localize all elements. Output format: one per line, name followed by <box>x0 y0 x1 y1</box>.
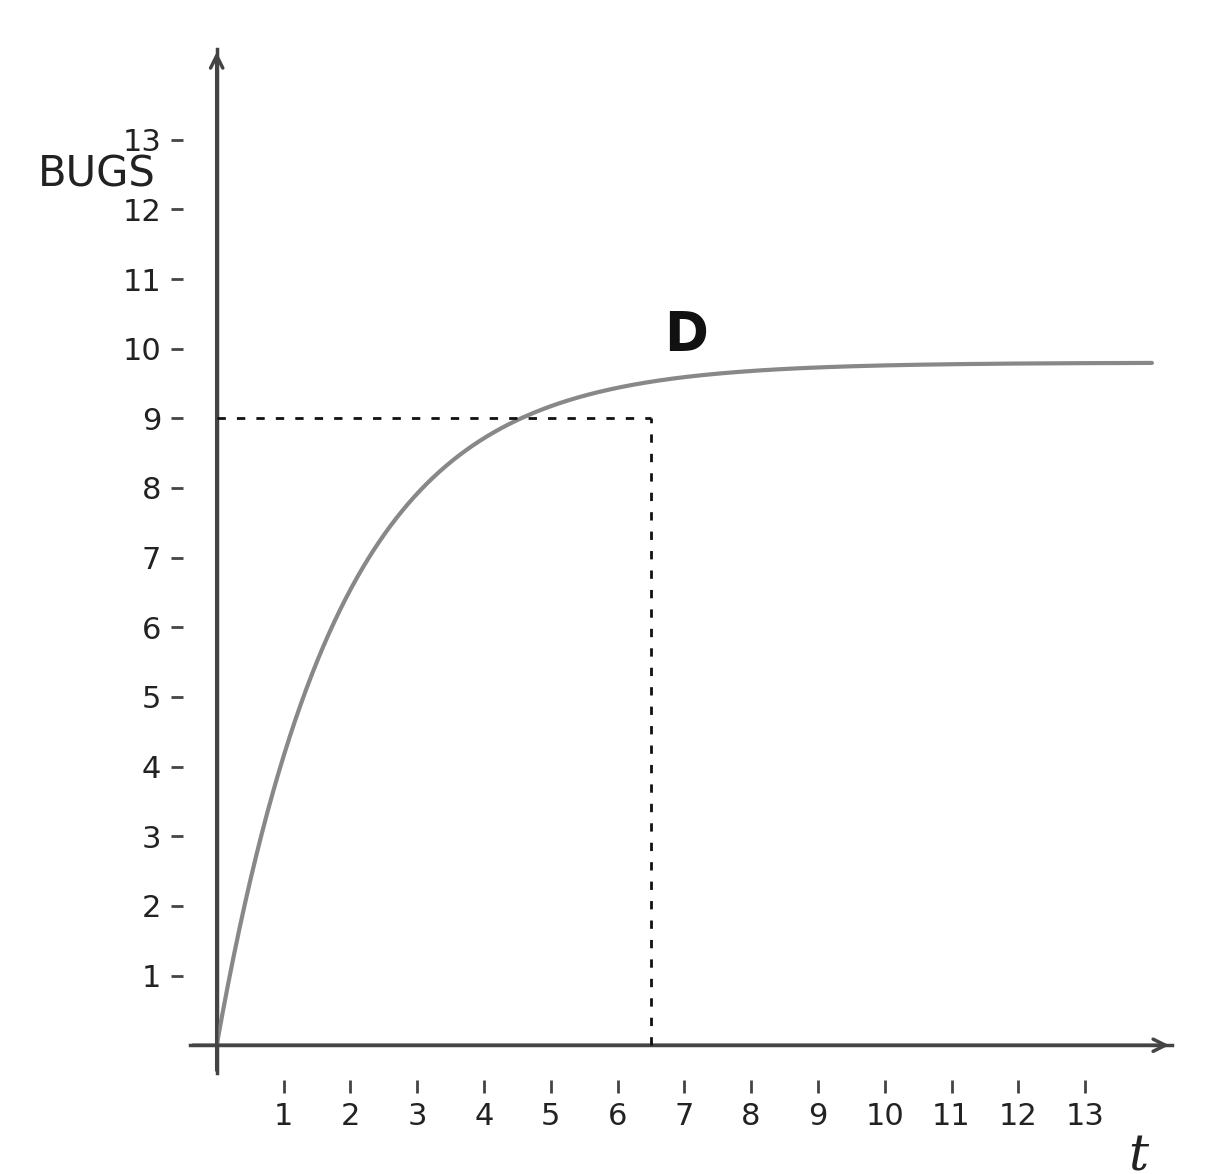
Text: t: t <box>1128 1132 1149 1174</box>
Text: D: D <box>665 309 709 360</box>
Text: BUGS: BUGS <box>38 154 155 196</box>
